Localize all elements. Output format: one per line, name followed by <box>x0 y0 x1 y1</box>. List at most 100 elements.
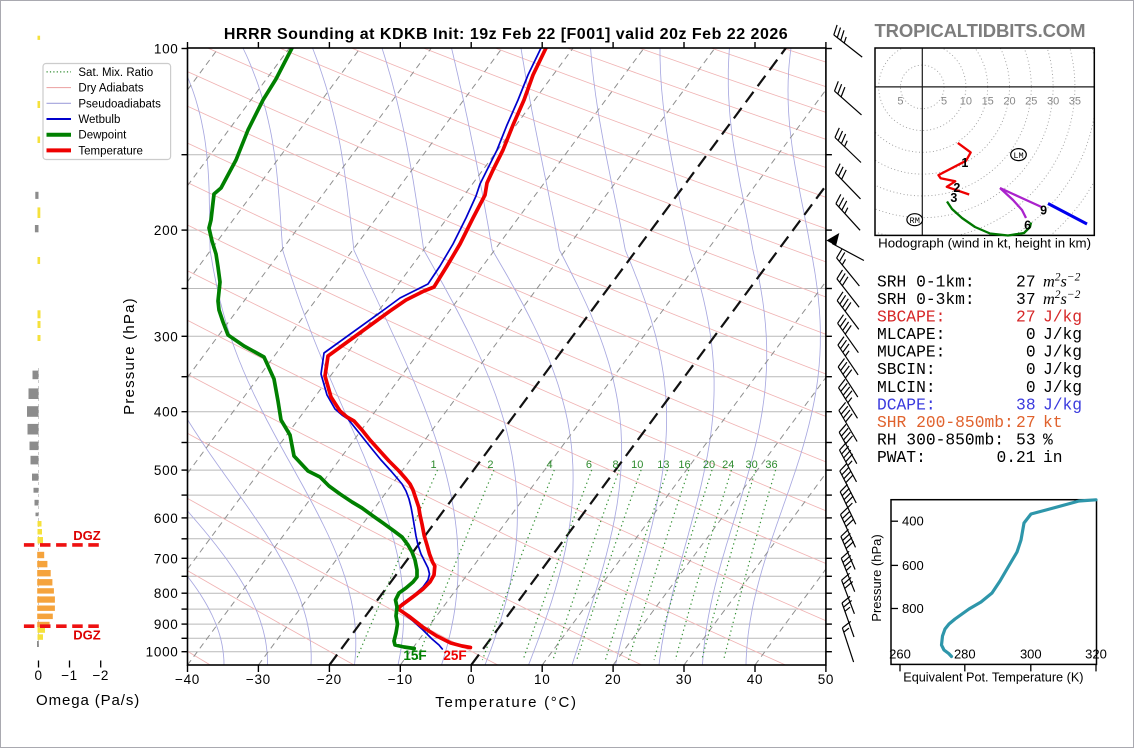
svg-text:J/kg: J/kg <box>1043 308 1082 327</box>
svg-text:10: 10 <box>534 672 550 687</box>
svg-text:Equivalent Pot. Temperature (K: Equivalent Pot. Temperature (K) <box>903 671 1083 685</box>
svg-text:800: 800 <box>154 586 179 601</box>
svg-text:DGZ: DGZ <box>73 528 101 543</box>
svg-text:20: 20 <box>703 459 715 471</box>
svg-text:37: 37 <box>1016 290 1036 309</box>
svg-text:Temperature: Temperature <box>78 145 143 157</box>
svg-text:260: 260 <box>889 647 911 662</box>
svg-text:30: 30 <box>745 459 757 471</box>
svg-text:SBCIN:: SBCIN: <box>877 360 936 379</box>
svg-text:DGZ: DGZ <box>73 628 101 643</box>
svg-text:Sat. Mix. Ratio: Sat. Mix. Ratio <box>78 67 153 79</box>
svg-text:−2: −2 <box>92 668 108 683</box>
svg-text:in: in <box>1043 448 1063 467</box>
svg-text:500: 500 <box>154 463 179 478</box>
svg-text:−10: −10 <box>388 672 413 687</box>
svg-text:PWAT:: PWAT: <box>877 448 926 467</box>
svg-text:J/kg: J/kg <box>1043 343 1082 362</box>
svg-text:300: 300 <box>154 329 179 344</box>
svg-text:RM: RM <box>910 216 920 226</box>
svg-text:TROPICALTIDBITS.COM: TROPICALTIDBITS.COM <box>875 20 1086 41</box>
svg-text:280: 280 <box>954 647 976 662</box>
svg-text:Omega (Pa/s): Omega (Pa/s) <box>36 692 140 709</box>
svg-text:1000: 1000 <box>146 645 179 660</box>
svg-text:0: 0 <box>467 672 475 687</box>
svg-text:J/kg: J/kg <box>1043 378 1082 397</box>
svg-text:100: 100 <box>154 42 179 57</box>
svg-text:6: 6 <box>1024 219 1031 233</box>
svg-text:25: 25 <box>1025 96 1037 108</box>
svg-text:J/kg: J/kg <box>1043 325 1082 344</box>
svg-text:53: 53 <box>1016 431 1036 450</box>
svg-text:1: 1 <box>431 459 437 471</box>
svg-text:16: 16 <box>678 459 690 471</box>
svg-text:3: 3 <box>950 191 957 205</box>
svg-text:300: 300 <box>1020 647 1042 662</box>
svg-text:38: 38 <box>1016 395 1036 414</box>
svg-text:600: 600 <box>902 558 924 573</box>
svg-text:30: 30 <box>1047 96 1059 108</box>
svg-text:−30: −30 <box>246 672 271 687</box>
svg-text:RH 300-850mb:: RH 300-850mb: <box>877 431 1004 450</box>
svg-text:MUCAPE:: MUCAPE: <box>877 343 945 362</box>
svg-text:Dry Adiabats: Dry Adiabats <box>78 83 143 95</box>
svg-text:900: 900 <box>154 617 179 632</box>
svg-text:27: 27 <box>1016 272 1036 291</box>
svg-text:15: 15 <box>982 96 994 108</box>
svg-text:0: 0 <box>34 668 42 683</box>
svg-text:24: 24 <box>722 459 734 471</box>
svg-text:J/kg: J/kg <box>1043 360 1082 379</box>
svg-text:Wetbulb: Wetbulb <box>78 114 120 126</box>
svg-text:35: 35 <box>1069 96 1081 108</box>
svg-text:%: % <box>1043 431 1053 450</box>
svg-text:Temperature (°C): Temperature (°C) <box>435 694 577 711</box>
svg-text:0: 0 <box>1026 325 1036 344</box>
svg-text:2: 2 <box>487 459 493 471</box>
svg-text:4: 4 <box>547 459 553 471</box>
svg-text:25F: 25F <box>443 648 466 663</box>
svg-text:Pressure (hPa): Pressure (hPa) <box>121 297 138 415</box>
svg-text:27: 27 <box>1016 413 1036 432</box>
svg-text:27: 27 <box>1016 308 1036 327</box>
svg-text:400: 400 <box>902 514 924 529</box>
svg-text:15F: 15F <box>403 648 426 663</box>
svg-text:0: 0 <box>1026 343 1036 362</box>
svg-text:MLCAPE:: MLCAPE: <box>877 325 945 344</box>
svg-text:Pseudoadiabats: Pseudoadiabats <box>78 98 161 110</box>
svg-text:40: 40 <box>747 672 763 687</box>
svg-text:−40: −40 <box>175 672 200 687</box>
svg-text:SRH 0-3km:: SRH 0-3km: <box>877 290 975 309</box>
svg-text:Hodograph (wind in kt, height: Hodograph (wind in kt, height in km) <box>878 236 1091 251</box>
svg-text:10: 10 <box>960 96 972 108</box>
svg-text:SRH 0-1km:: SRH 0-1km: <box>877 272 975 291</box>
svg-text:400: 400 <box>154 405 179 420</box>
svg-text:20: 20 <box>1003 96 1015 108</box>
svg-text:−1: −1 <box>61 668 77 683</box>
svg-text:20: 20 <box>605 672 621 687</box>
svg-text:8: 8 <box>613 459 619 471</box>
svg-text:13: 13 <box>657 459 669 471</box>
svg-text:2: 2 <box>953 181 960 195</box>
svg-text:−20: −20 <box>317 672 342 687</box>
svg-text:DCAPE:: DCAPE: <box>877 395 936 414</box>
svg-text:6: 6 <box>586 459 592 471</box>
svg-text:700: 700 <box>154 551 179 566</box>
svg-text:800: 800 <box>902 601 924 616</box>
svg-text:HRRR Sounding at KDKB Init: 19: HRRR Sounding at KDKB Init: 19z Feb 22 [… <box>224 26 788 43</box>
svg-text:0: 0 <box>1026 360 1036 379</box>
svg-text:200: 200 <box>154 223 179 238</box>
svg-text:kt: kt <box>1043 413 1063 432</box>
svg-text:36: 36 <box>765 459 777 471</box>
svg-text:30: 30 <box>676 672 692 687</box>
svg-text:1: 1 <box>961 156 968 170</box>
svg-text:SHR 200-850mb:: SHR 200-850mb: <box>877 413 1014 432</box>
svg-text:320: 320 <box>1085 647 1107 662</box>
svg-text:SBCAPE:: SBCAPE: <box>877 308 945 327</box>
svg-text:Dewpoint: Dewpoint <box>78 130 127 142</box>
svg-text:0.21: 0.21 <box>997 448 1036 467</box>
svg-text:5: 5 <box>897 96 903 108</box>
svg-text:0: 0 <box>1026 378 1036 397</box>
svg-text:600: 600 <box>154 511 179 526</box>
svg-text:50: 50 <box>818 672 834 687</box>
svg-text:9: 9 <box>1040 204 1047 218</box>
